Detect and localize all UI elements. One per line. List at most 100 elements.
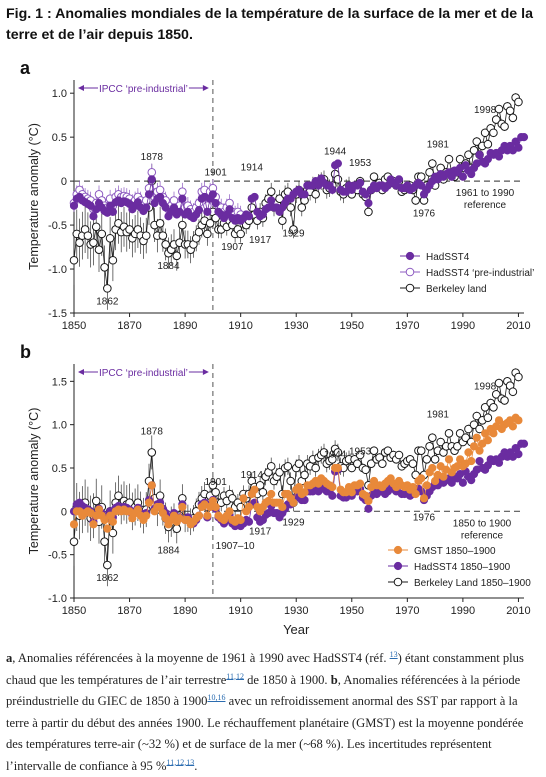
data-point [108,517,117,526]
data-point [205,219,215,228]
data-point [172,251,182,261]
year-annotation: 1917 [249,526,272,537]
data-point [250,192,259,202]
x-tick-label: 1890 [173,605,197,617]
data-point [361,465,370,475]
data-point [211,487,220,497]
caption-label-b: b [330,672,338,687]
data-point [419,494,429,503]
data-point [141,231,151,240]
data-point [508,113,518,123]
legend-marker [405,251,415,261]
data-point [89,238,98,247]
data-point [461,433,470,442]
data-point [480,128,490,138]
data-point [480,403,490,412]
data-point [436,437,445,447]
x-tick-label: 1870 [117,605,141,617]
ipcc-arrow-left-head [78,85,84,91]
reference-label-line1: 1961 to 1990 [456,188,515,199]
data-point [297,203,307,212]
data-point [475,150,484,159]
data-point [103,524,112,533]
year-annotation: 1862 [96,573,119,584]
year-annotation: 1901 [205,168,228,179]
data-point [411,489,420,499]
data-point [519,439,529,448]
data-point [91,496,101,506]
caption-ref-b[interactable]: 10,16 [207,692,226,702]
caption-ref-b2[interactable]: 11,12,13 [166,757,195,767]
caption-ref-a2[interactable]: 11,12 [226,671,244,681]
year-annotation: 1953 [349,447,372,458]
x-tick-label: 1930 [284,605,308,617]
data-point [286,476,295,486]
data-point [444,429,454,438]
data-point [178,220,187,230]
year-annotation: 1981 [427,139,450,150]
data-point [83,231,93,240]
data-point [469,442,479,451]
caption-ref-a[interactable]: 13 [389,649,398,659]
data-point [508,387,518,397]
data-point [514,416,523,425]
data-point [203,229,212,239]
data-point [283,461,293,471]
data-point [228,494,237,503]
year-annotation: 1878 [141,152,164,163]
data-point [311,463,320,473]
x-tick-label: 1970 [395,605,419,617]
data-point [514,372,523,382]
legend-marker [393,577,403,587]
data-point [475,446,484,455]
caption-a-text-1: , Anomalies référencées à la moyenne de … [12,651,390,665]
data-point [244,212,254,221]
legend-marker [393,545,403,555]
data-point [108,255,118,265]
data-point [169,203,179,212]
data-point [319,448,329,457]
caption-b-text-3: . [194,758,198,773]
x-tick-label: 1890 [173,320,197,332]
y-tick-label: 1.5 [52,376,67,388]
reference-label-line2: reference [464,200,507,211]
data-point [411,196,420,205]
data-point [491,390,501,399]
data-point [333,159,342,168]
data-point [494,378,504,388]
data-point [267,489,276,499]
data-point [333,463,342,473]
ipcc-arrow-right-head [202,85,209,91]
data-point [294,459,304,468]
y-tick-label: 0 [61,506,67,518]
y-tick-label: -1.0 [48,593,67,605]
year-annotation: 1998 [474,382,497,393]
y-tick-label: -0.5 [48,550,67,562]
data-point [108,207,117,216]
data-point [236,229,245,239]
data-point [366,459,376,468]
data-point [328,185,337,195]
x-tick-label: 1990 [451,605,475,617]
data-point [494,416,504,425]
data-point [194,227,204,237]
data-point [147,168,157,177]
data-point [211,502,220,512]
data-point [364,198,373,208]
data-point [114,491,123,501]
data-point [353,459,362,468]
caption-a-text-3: de 1850 à 1900. [243,672,331,687]
year-annotation: 1878 [141,427,164,438]
legend-marker [405,267,415,277]
data-point [258,487,268,497]
reference-label-line2: reference [461,530,504,541]
data-point [483,139,493,149]
year-annotation: 1914 [241,470,264,481]
data-point [211,198,220,208]
year-annotation: 1907–10 [216,541,255,552]
data-point [239,494,248,503]
y-tick-label: 0 [61,176,67,188]
x-tick-label: 1970 [395,320,419,332]
data-point [69,520,79,529]
data-point [142,511,151,520]
